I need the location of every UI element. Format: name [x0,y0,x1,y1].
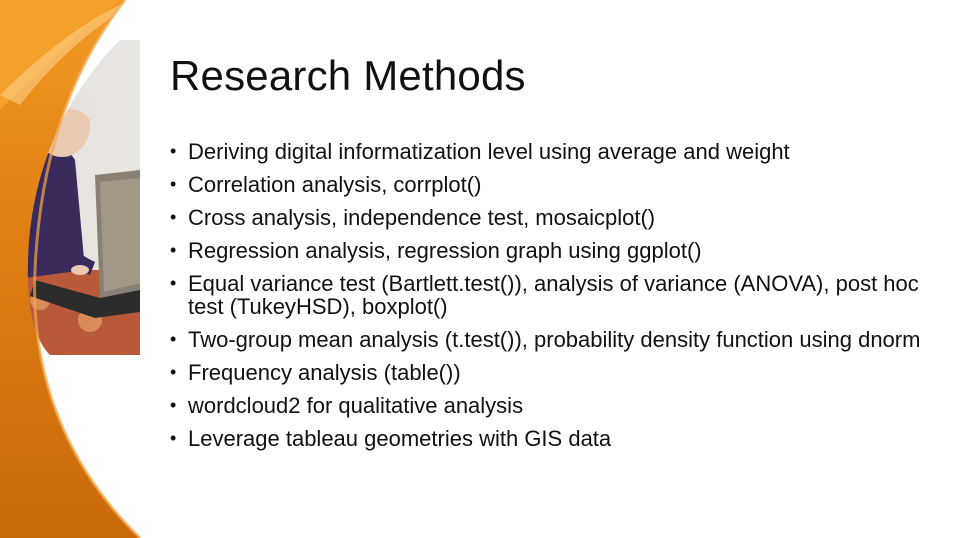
bullet-text: Two-group mean analysis (t.test()), prob… [188,327,921,352]
bullet-icon: • [170,428,177,448]
bullet-icon: • [170,174,177,194]
bullet-item: • Leverage tableau geometries with GIS da… [170,427,930,450]
bullet-item: • Regression analysis, regression graph u… [170,239,930,262]
bullet-icon: • [170,395,177,415]
bullet-item: • Correlation analysis, corrplot() [170,173,930,196]
bullet-text: Deriving digital informatization level u… [188,139,790,164]
bullet-text: Correlation analysis, corrplot() [188,172,482,197]
bullet-icon: • [170,207,177,227]
bullet-text: Leverage tableau geometries with GIS dat… [188,426,612,451]
slide-title: Research Methods [170,52,526,99]
bullet-item: • Two-group mean analysis (t.test()), pro… [170,328,930,351]
bullet-item: • wordcloud2 for qualitative analysis [170,394,930,417]
bullet-item: • Equal variance test (Bartlett.test()), … [170,272,930,318]
bullet-text: wordcloud2 for qualitative analysis [188,393,524,418]
bullet-item: • Cross analysis, independence test, mosa… [170,206,930,229]
bullet-text: Equal variance test (Bartlett.test()), a… [188,271,919,319]
bullet-icon: • [170,240,177,260]
bullet-list: • Deriving digital informatization level … [170,140,930,460]
bullet-icon: • [170,329,177,349]
bullet-item: • Deriving digital informatization level … [170,140,930,163]
bullet-item: • Frequency analysis (table()) [170,361,930,384]
bullet-text: Frequency analysis (table()) [188,360,461,385]
bullet-icon: • [170,273,177,293]
bullet-text: Regression analysis, regression graph us… [188,238,702,263]
bullet-icon: • [170,141,177,161]
orange-curve-edge [33,0,142,538]
bullet-text: Cross analysis, independence test, mosai… [188,205,656,230]
orange-swoosh [0,0,120,110]
bullet-icon: • [170,362,177,382]
light-swoosh [0,0,140,105]
